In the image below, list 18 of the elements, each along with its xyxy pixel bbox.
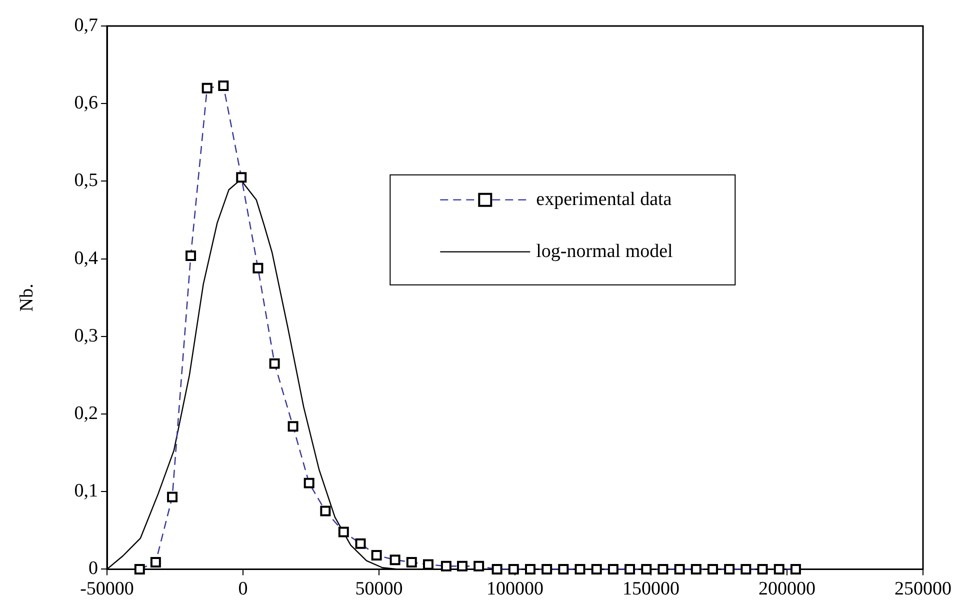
y-tick-label: 0,1 bbox=[74, 480, 98, 502]
legend-label: log-normal model bbox=[536, 240, 673, 262]
x-tick-label: -50000 bbox=[80, 578, 134, 600]
y-axis-title: Nb. bbox=[16, 284, 38, 312]
y-tick-label: 0 bbox=[88, 558, 98, 580]
y-tick-label: 0,4 bbox=[74, 248, 98, 269]
y-tick-label: 0,6 bbox=[74, 92, 98, 114]
y-tick-label: 0,7 bbox=[74, 14, 98, 36]
x-tick-label: 50000 bbox=[355, 578, 403, 600]
x-tick-label: 0 bbox=[238, 578, 248, 600]
y-tick-label: 0,2 bbox=[74, 402, 98, 424]
x-tick-label: 200000 bbox=[758, 578, 816, 600]
x-tick-label: 250000 bbox=[894, 578, 952, 600]
y-tick-label: 0,3 bbox=[74, 325, 98, 346]
x-tick-label: 150000 bbox=[622, 578, 680, 600]
y-tick-label: 0,5 bbox=[74, 170, 98, 192]
x-tick-label: 100000 bbox=[486, 578, 544, 600]
legend-label: experimental data bbox=[536, 188, 672, 210]
